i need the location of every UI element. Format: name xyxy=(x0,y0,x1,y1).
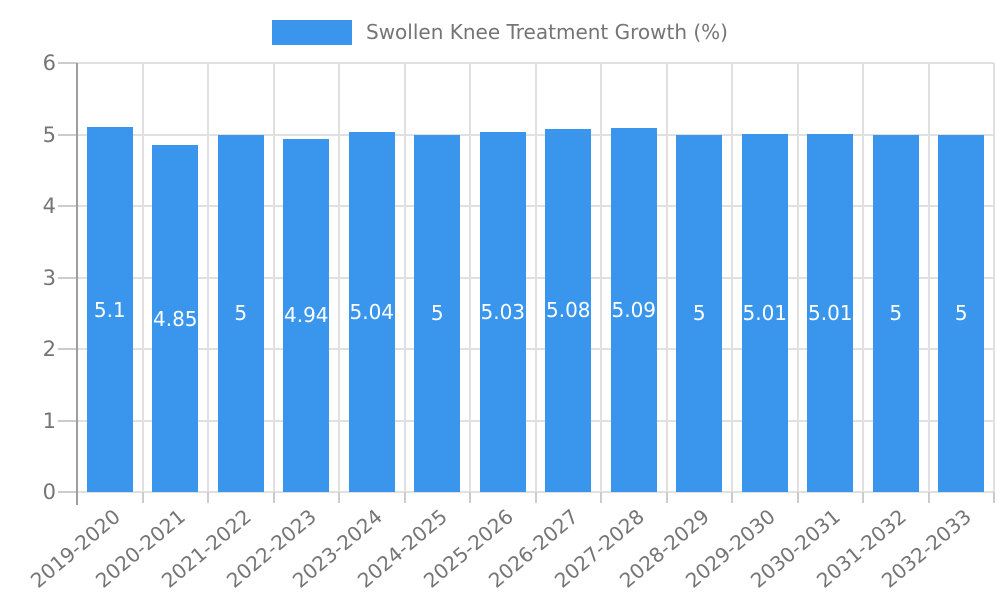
gridline-vertical xyxy=(207,63,209,492)
x-axis-tick xyxy=(993,492,995,503)
y-axis-tick xyxy=(58,491,77,493)
bar[interactable]: 5.03 xyxy=(479,132,526,492)
bar-value-label: 4.85 xyxy=(152,306,198,331)
y-axis-tick-label: 4 xyxy=(42,194,56,218)
gridline-vertical xyxy=(141,63,144,492)
x-axis-tick xyxy=(862,492,864,503)
gridline-vertical xyxy=(600,63,602,492)
chart-legend[interactable]: Swollen Knee Treatment Growth (%) xyxy=(0,18,1000,46)
bar[interactable]: 5.08 xyxy=(545,128,592,492)
gridline-vertical xyxy=(272,63,275,492)
bar[interactable]: 5 xyxy=(872,134,919,492)
bar-value-label: 5.04 xyxy=(349,299,395,324)
y-axis-line xyxy=(76,63,78,505)
bar-value-label: 5.01 xyxy=(807,300,853,325)
bar[interactable]: 5.01 xyxy=(807,133,854,492)
y-axis-tick xyxy=(58,419,77,422)
bar[interactable]: 5.1 xyxy=(86,127,133,492)
bar[interactable]: 5 xyxy=(414,134,461,492)
legend-series-label: Swollen Knee Treatment Growth (%) xyxy=(366,20,728,44)
bar[interactable]: 5.04 xyxy=(348,131,395,492)
bar-value-label: 5.03 xyxy=(480,300,526,325)
y-axis-tick xyxy=(58,133,77,136)
x-axis-tick xyxy=(927,492,930,503)
bar-value-label: 5 xyxy=(430,301,444,326)
x-axis-tick xyxy=(665,492,668,503)
gridline-vertical xyxy=(469,63,471,492)
bar-value-label: 5.09 xyxy=(611,298,657,323)
bar[interactable]: 5 xyxy=(676,134,723,492)
gridline-vertical xyxy=(534,63,537,492)
bar[interactable]: 5 xyxy=(938,134,985,492)
gridline-vertical xyxy=(731,63,733,492)
x-axis-tick xyxy=(469,492,471,503)
y-axis-tick xyxy=(58,62,77,64)
gridline-vertical xyxy=(796,63,799,492)
bar-value-label: 5.1 xyxy=(93,297,126,322)
y-axis-tick-label: 6 xyxy=(42,51,56,75)
gridline-vertical xyxy=(338,63,340,492)
y-axis-tick-label: 0 xyxy=(42,480,56,504)
bar[interactable]: 4.94 xyxy=(283,138,330,492)
gridline-vertical xyxy=(927,63,930,492)
bar[interactable]: 5.09 xyxy=(610,128,657,492)
bar-value-label: 5 xyxy=(954,301,968,326)
x-axis-tick xyxy=(731,492,733,503)
gridline-vertical xyxy=(862,63,864,492)
bar[interactable]: 5 xyxy=(217,134,264,492)
bar-value-label: 5.01 xyxy=(742,300,788,325)
gridline-vertical xyxy=(993,63,995,492)
x-axis-tick xyxy=(796,492,799,503)
x-axis-tick xyxy=(600,492,602,503)
gridline-vertical xyxy=(403,63,406,492)
x-axis-tick xyxy=(403,492,406,503)
plot-area: 5.1 4.85 5 4.94 5.04 5 5.03 5.08 5.09 5 5.01 5.01 5 5 xyxy=(76,62,995,493)
y-axis-tick xyxy=(58,276,77,279)
x-axis-tick xyxy=(272,492,275,503)
gridline-vertical xyxy=(665,63,668,492)
y-axis-tick xyxy=(58,348,77,350)
bar[interactable]: 4.85 xyxy=(152,145,199,492)
y-axis-tick-label: 1 xyxy=(42,408,56,433)
x-axis-tick xyxy=(338,492,340,503)
y-axis-tick-label: 3 xyxy=(42,265,56,290)
x-axis-tick xyxy=(207,492,209,503)
y-axis-tick-label: 5 xyxy=(42,122,56,147)
y-axis-tick xyxy=(58,205,77,207)
x-axis-tick xyxy=(534,492,537,503)
bar-value-label: 5 xyxy=(889,301,903,326)
bar-value-label: 5 xyxy=(692,301,706,326)
bar[interactable]: 5.01 xyxy=(741,133,788,492)
y-axis-tick-label: 2 xyxy=(42,337,56,361)
x-axis-tick xyxy=(141,492,144,503)
bar-value-label: 5 xyxy=(234,301,248,326)
bar-value-label: 4.94 xyxy=(283,303,329,328)
legend-swatch-icon xyxy=(272,19,352,45)
bar-value-label: 5.08 xyxy=(545,298,591,323)
